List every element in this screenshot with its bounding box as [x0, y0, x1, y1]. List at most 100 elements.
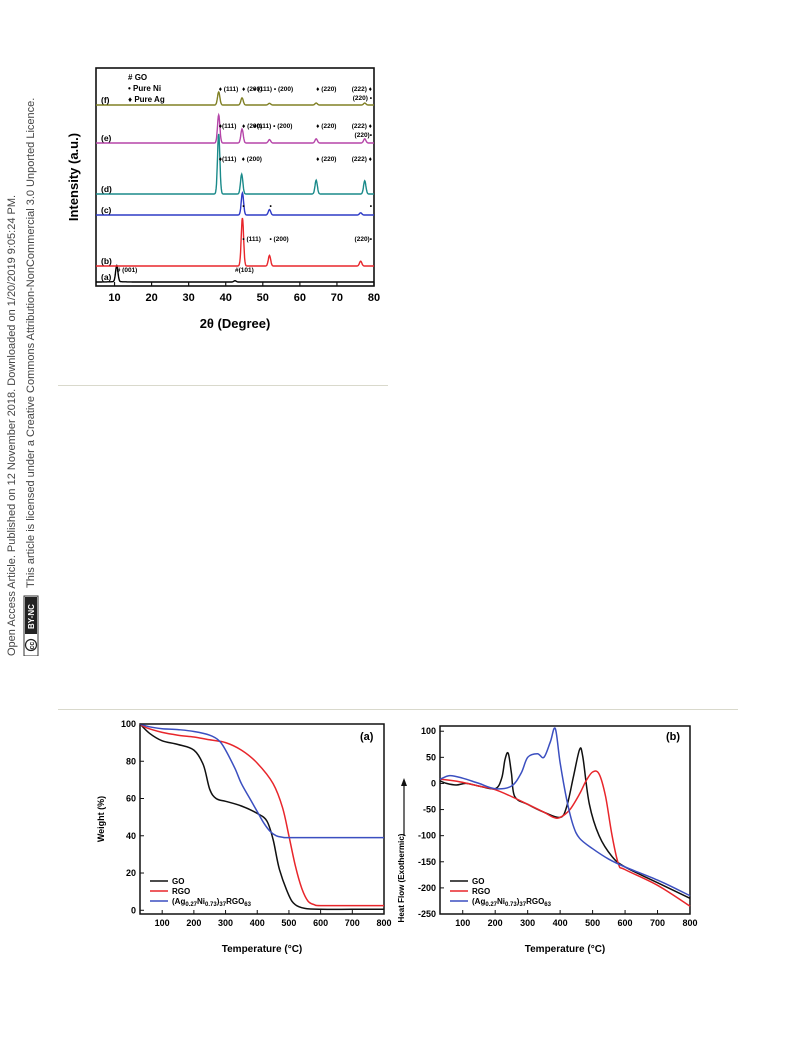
- tga-x-tick-label: 800: [376, 918, 391, 928]
- xrd-peak-label: •: [269, 203, 272, 210]
- xrd-peak-label: • (200): [269, 236, 288, 243]
- licence-side-text: Open Access Article. Published on 12 Nov…: [2, 16, 42, 656]
- tga-trace-0: [139, 723, 385, 911]
- xrd-peak-label: (220) •: [353, 95, 373, 102]
- xrd-x-tick-label: 40: [220, 292, 232, 304]
- dsc-x-tick-label: 100: [455, 918, 470, 928]
- xrd-peak-label: • (111) • (200): [254, 86, 294, 93]
- xrd-plot-frame: [95, 67, 375, 287]
- xrd-peak-label: ♦ (200): [242, 86, 262, 93]
- xrd-peak-label: ♦(111): [219, 156, 237, 163]
- separator-top: [58, 385, 388, 386]
- xrd-x-tick-label: 50: [257, 292, 269, 304]
- dsc-panel-label: (b): [666, 731, 680, 743]
- xrd-trace-c: [96, 190, 374, 216]
- dsc-chart: 100 200 300 400 500 600 700 800100500-50-100-15…: [397, 725, 698, 955]
- legend-go: # GO: [128, 73, 147, 82]
- dsc-y-tick-label: -100: [418, 831, 436, 841]
- dsc-x-tick-label: 400: [553, 918, 568, 928]
- xrd-peak-label: # (001): [117, 267, 138, 274]
- xrd-peak-label: #(101): [235, 267, 254, 274]
- xrd-x-tick-label: 70: [331, 292, 343, 304]
- xrd-trace-a: [96, 263, 374, 283]
- xrd-trace-d: [96, 133, 374, 195]
- dsc-x-tick-label: 200: [488, 918, 503, 928]
- dsc-y-tick-label: 100: [421, 726, 436, 736]
- xrd-peak-label: ♦ (220): [316, 123, 336, 130]
- xrd-x-tick-label: 80: [368, 292, 380, 304]
- xrd-x-tick-label: 60: [294, 292, 306, 304]
- dsc-y-tick-label: -150: [418, 857, 436, 867]
- dsc-y-tick-label: -200: [418, 883, 436, 893]
- tga-plot-frame: [139, 723, 385, 915]
- tga-y-tick-label: 100: [121, 719, 136, 729]
- tga-legend-go: GO: [172, 877, 184, 886]
- xrd-x-axis-label: 2θ (Degree): [200, 316, 271, 331]
- xrd-peak-label: (220)•: [355, 132, 373, 139]
- tga-x-tick-label: 200: [186, 918, 201, 928]
- tga-trace-2: [139, 723, 384, 839]
- dsc-plot-frame: [439, 725, 691, 915]
- tga-x-tick-label: 700: [345, 918, 360, 928]
- tga-y-axis-label: Weight (%): [96, 796, 106, 842]
- xrd-x-tick-label: 30: [183, 292, 195, 304]
- xrd-legend: # GO • Pure Ni ♦ Pure Ag: [128, 73, 165, 104]
- tga-legend-rgo: RGO: [172, 887, 190, 896]
- svg-text:cc: cc: [29, 642, 36, 650]
- tga-y-tick-label: 0: [131, 905, 136, 915]
- tga-y-tick-label: 60: [126, 794, 136, 804]
- xrd-peak-label: ♦ (220): [316, 86, 336, 93]
- tga-legend: GO RGO (Ag0.27Ni0.73)37RGO63: [150, 877, 252, 908]
- tga-y-tick-label: 20: [126, 868, 136, 878]
- xrd-peak-label: (222) ♦: [352, 86, 373, 93]
- xrd-series-label-f: (f): [101, 95, 110, 105]
- xrd-series-label-a: (a): [101, 272, 112, 282]
- xrd-chart: (a) # (001) #(101) (b) • (111) • (200) (220)• (…: [66, 67, 380, 331]
- xrd-peak-label: • (111): [242, 236, 261, 243]
- xrd-peak-label: ♦ (220): [316, 156, 336, 163]
- xrd-peak-label: ♦(111): [219, 123, 237, 130]
- xrd-peak-label: ♦ (200): [242, 123, 262, 130]
- tga-x-axis-label: Temperature (°C): [222, 944, 303, 955]
- exothermic-arrow-icon: [401, 778, 407, 836]
- tga-x-tick-label: 100: [155, 918, 170, 928]
- xrd-y-axis-label: Intensity (a.u.): [66, 133, 81, 221]
- dsc-y-tick-label: 50: [426, 752, 436, 762]
- licence-line-2: This article is licensed under a Creativ…: [25, 98, 37, 588]
- xrd-peak-label: ♦(111) • (200): [254, 123, 293, 130]
- dsc-x-tick-label: 700: [650, 918, 665, 928]
- dsc-x-tick-label: 800: [682, 918, 697, 928]
- dsc-trace-2: [439, 727, 691, 897]
- xrd-peak-label: •: [242, 203, 245, 210]
- xrd-x-tick-label: 20: [145, 292, 157, 304]
- xrd-peak-label: ♦ (200): [242, 156, 262, 163]
- dsc-y-tick-label: -50: [423, 805, 436, 815]
- cc-badge-label: BY-NC: [27, 604, 36, 629]
- tga-trace-1: [139, 723, 384, 907]
- xrd-series-label-d: (d): [101, 184, 112, 194]
- dsc-x-tick-label: 300: [520, 918, 535, 928]
- dsc-y-axis-label: Heat Flow (Exothermic): [397, 833, 406, 922]
- xrd-peak-label: (222) ♦: [352, 156, 373, 163]
- dsc-legend: GO RGO (Ag0.27Ni0.73)37RGO63: [450, 877, 552, 908]
- dsc-trace-1: [439, 770, 691, 907]
- tga-x-tick-label: 300: [218, 918, 233, 928]
- separator-bottom: [58, 709, 738, 710]
- tga-x-tick-label: 400: [250, 918, 265, 928]
- dsc-legend-rgo: RGO: [472, 887, 490, 896]
- tga-y-tick-label: 40: [126, 831, 136, 841]
- xrd-series-label-c: (c): [101, 205, 112, 215]
- tga-panel-label: (a): [360, 731, 374, 743]
- dsc-y-tick-label: -250: [418, 909, 436, 919]
- licence-line-1: Open Access Article. Published on 12 Nov…: [6, 195, 18, 656]
- legend-ag: ♦ Pure Ag: [128, 95, 165, 104]
- dsc-legend-composite: (Ag0.27Ni0.73)37RGO63: [472, 897, 552, 908]
- xrd-peak-label: •: [370, 203, 373, 210]
- xrd-trace-e: [96, 112, 374, 144]
- tga-chart: 100 200 300 400 500 600 700 800 0 20 40 60 80 100 (a)…: [96, 719, 392, 955]
- tga-legend-composite: (Ag0.27Ni0.73)37RGO63: [172, 897, 252, 908]
- tga-x-tick-label: 500: [281, 918, 296, 928]
- dsc-x-axis-label: Temperature (°C): [525, 944, 606, 955]
- tga-x-tick-label: 600: [313, 918, 328, 928]
- dsc-legend-go: GO: [472, 877, 484, 886]
